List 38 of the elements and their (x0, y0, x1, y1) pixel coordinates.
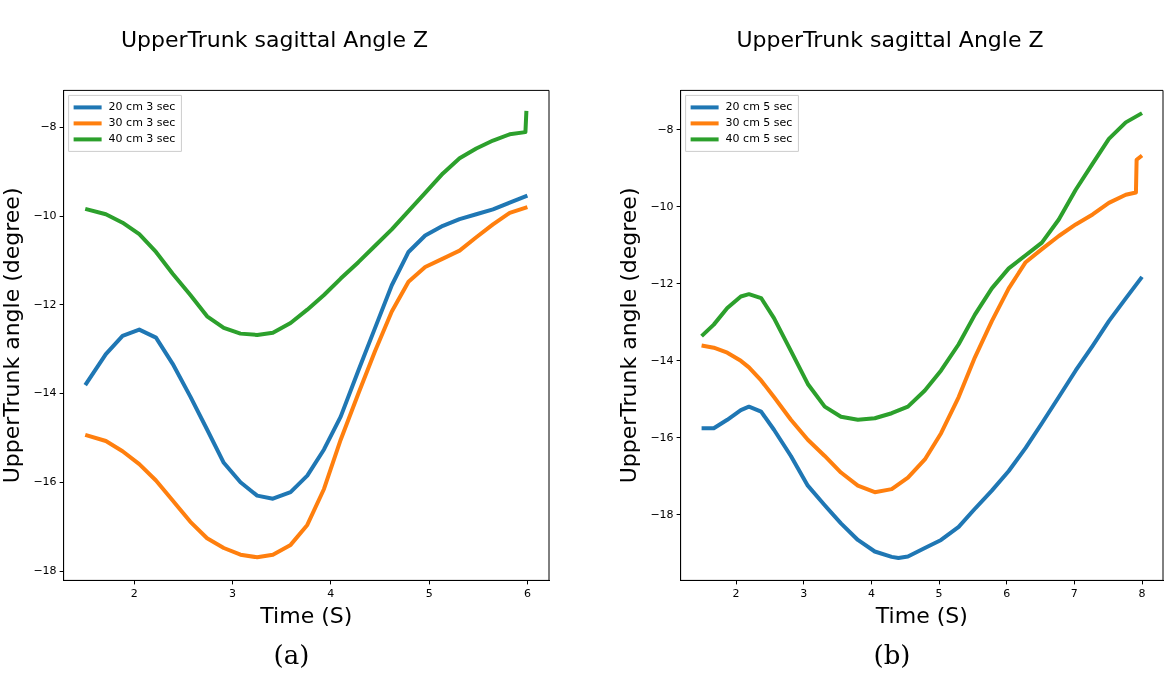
x-axis-title: Time (S) (874, 602, 968, 628)
x-tick-label: 8 (1138, 586, 1146, 600)
y-tick-label: −8 (657, 122, 674, 136)
x-tick-label: 6 (523, 586, 531, 600)
y-tick-label: −14 (33, 386, 57, 400)
legend-label: 20 cm 3 sec (108, 100, 176, 114)
x-tick-label: 6 (1003, 586, 1011, 600)
x-tick-label: 5 (935, 586, 943, 600)
legend-label: 40 cm 5 sec (725, 132, 793, 146)
y-axis-title: UpperTrunk angle (degree) (0, 187, 24, 484)
legend-label: 20 cm 5 sec (725, 100, 793, 114)
text: (b) (872, 640, 912, 670)
legend-label: 30 cm 5 sec (725, 116, 793, 130)
y-tick-label: −10 (33, 208, 57, 222)
legend-label: 40 cm 3 sec (108, 132, 176, 146)
x-tick-label: 4 (327, 586, 335, 600)
x-tick-label: 3 (800, 586, 808, 600)
x-tick-label: 4 (867, 586, 875, 600)
x-tick-label: 2 (130, 586, 138, 600)
x-tick-label: 2 (732, 586, 740, 600)
y-tick-label: −12 (650, 276, 674, 290)
y-axis-title: UpperTrunk angle (degree) (615, 187, 641, 484)
y-tick-label: −16 (33, 475, 57, 489)
chart-title: UpperTrunk sagittal Angle Z (736, 26, 1044, 52)
y-tick-label: −18 (650, 507, 674, 521)
y-tick-label: −8 (40, 120, 57, 134)
text: (a) (272, 640, 311, 670)
legend-label: 30 cm 3 sec (108, 116, 176, 130)
y-tick-label: −14 (650, 353, 674, 367)
y-tick-label: −12 (33, 297, 57, 311)
y-tick-label: −16 (650, 430, 674, 444)
y-tick-label: −18 (33, 563, 57, 577)
x-axis-title: Time (S) (259, 602, 353, 628)
x-tick-label: 3 (229, 586, 237, 600)
y-tick-label: −10 (650, 199, 674, 213)
x-tick-label: 7 (1070, 586, 1078, 600)
x-tick-label: 5 (425, 586, 433, 600)
chart-title: UpperTrunk sagittal Angle Z (120, 26, 429, 52)
